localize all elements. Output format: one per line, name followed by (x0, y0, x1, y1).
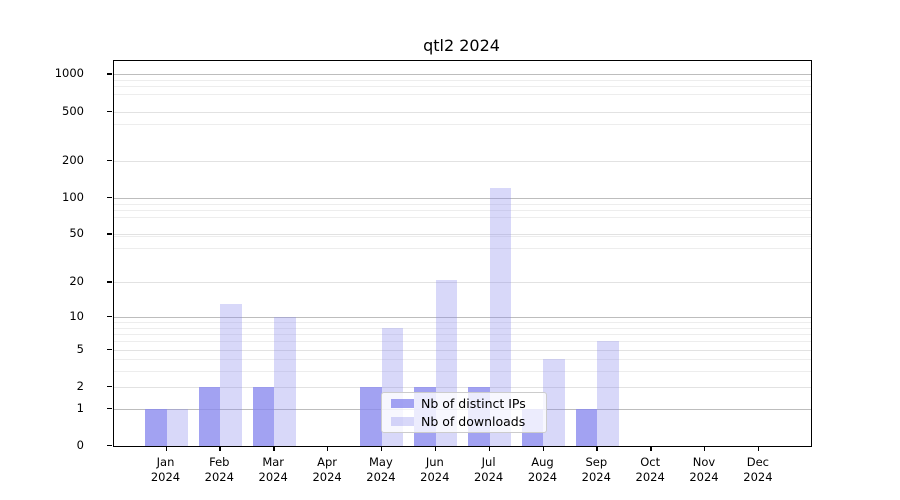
minor-gridline (114, 334, 811, 336)
x-tick-aug (542, 446, 544, 452)
x-tick-oct (650, 446, 652, 452)
legend: Nb of distinct IPs Nb of downloads (381, 392, 547, 433)
legend-label-downloads: Nb of downloads (421, 413, 526, 429)
y-tick-100 (106, 196, 112, 199)
x-tick-nov (704, 446, 706, 452)
x-tick-label-oct: Oct 2024 (635, 455, 665, 484)
gridline-2 (114, 386, 811, 388)
y-tick-label-200: 200 (62, 152, 84, 167)
bar-distinct-ips-may (360, 386, 382, 446)
major-gridline-100 (114, 197, 811, 199)
minor-gridline (114, 217, 811, 219)
bar-distinct-ips-mar (252, 386, 275, 446)
y-tick-label-500: 500 (62, 103, 84, 118)
y-tick-500 (106, 110, 112, 112)
major-gridline-1000 (114, 74, 811, 76)
bar-downloads-feb (220, 304, 242, 446)
plot-area: Nb of distinct IPs Nb of downloads (113, 60, 812, 447)
x-tick-may (380, 446, 383, 452)
distinct-ips-swatch-icon (391, 399, 414, 409)
x-tick-label-jun: Jun 2024 (420, 455, 450, 484)
y-tick-0 (106, 445, 112, 447)
y-tick-200 (106, 159, 112, 161)
y-tick-label-5: 5 (76, 341, 84, 356)
x-tick-jul (488, 446, 490, 452)
minor-gridline (114, 198, 811, 200)
minor-gridline (114, 203, 811, 205)
x-tick-mar (273, 446, 275, 452)
minor-gridline (114, 93, 811, 95)
bar-downloads-jul (489, 187, 512, 446)
x-tick-dec (757, 446, 760, 452)
chart-title: qtl2 2024 (423, 36, 500, 55)
x-tick-jan (165, 446, 167, 452)
gridline-5 (114, 349, 811, 351)
minor-gridline (114, 235, 811, 237)
legend-item-downloads: Nb of downloads (382, 413, 546, 431)
x-tick-label-aug: Aug 2024 (527, 455, 558, 484)
x-tick-label-feb: Feb 2024 (204, 455, 234, 484)
minor-gridline (114, 327, 811, 329)
minor-gridline (114, 359, 811, 361)
minor-gridline (114, 210, 811, 212)
x-tick-label-dec: Dec 2024 (743, 455, 773, 484)
gridline-200 (114, 160, 811, 162)
bar-downloads-aug (543, 359, 565, 446)
y-tick-20 (106, 281, 112, 283)
minor-gridline (114, 80, 811, 81)
minor-gridline (114, 371, 811, 373)
bar-downloads-jan (166, 408, 188, 446)
minor-gridline (114, 247, 811, 249)
bar-downloads-mar (274, 317, 296, 446)
minor-gridline (114, 322, 811, 324)
y-tick-label-100: 100 (62, 189, 84, 204)
x-tick-label-apr: Apr 2024 (312, 455, 342, 484)
gridline-500 (114, 111, 811, 113)
bar-distinct-ips-feb (198, 386, 221, 446)
downloads-swatch-icon (391, 416, 414, 426)
y-tick-2 (106, 385, 112, 388)
x-tick-label-sep: Sep 2024 (581, 455, 611, 484)
bar-distinct-ips-sep (575, 408, 598, 446)
x-tick-label-nov: Nov 2024 (689, 455, 719, 484)
minor-gridline (114, 341, 811, 343)
x-tick-label-jan: Jan 2024 (150, 455, 181, 484)
legend-label-distinct-ips: Nb of distinct IPs (421, 396, 526, 412)
gridline-20 (114, 282, 811, 284)
x-tick-label-may: May 2024 (366, 455, 396, 484)
x-tick-apr (327, 446, 329, 452)
y-tick-label-1: 1 (76, 400, 84, 415)
x-tick-jun (434, 446, 437, 452)
y-tick-label-0: 0 (76, 438, 84, 452)
x-tick-feb (219, 446, 221, 452)
y-tick-1 (106, 407, 112, 410)
y-tick-label-2: 2 (76, 378, 84, 393)
gridline-50 (114, 234, 811, 236)
minor-gridline (114, 123, 811, 125)
x-tick-label-jul: Jul 2024 (473, 455, 504, 484)
x-tick-sep (596, 446, 598, 452)
major-gridline-10 (114, 317, 811, 318)
minor-gridline (114, 86, 811, 88)
y-tick-label-1000: 1000 (54, 66, 84, 81)
bar-downloads-sep (597, 341, 619, 446)
x-tick-label-mar: Mar 2024 (258, 455, 288, 484)
y-tick-50 (106, 233, 112, 235)
y-tick-1000 (106, 73, 112, 75)
y-tick-label-20: 20 (69, 274, 84, 289)
y-tick-label-10: 10 (69, 309, 84, 323)
y-tick-label-50: 50 (69, 226, 84, 241)
y-tick-10 (106, 316, 112, 318)
y-tick-5 (106, 348, 112, 350)
legend-item-distinct-ips: Nb of distinct IPs (382, 395, 546, 413)
bar-distinct-ips-jan (145, 408, 167, 446)
